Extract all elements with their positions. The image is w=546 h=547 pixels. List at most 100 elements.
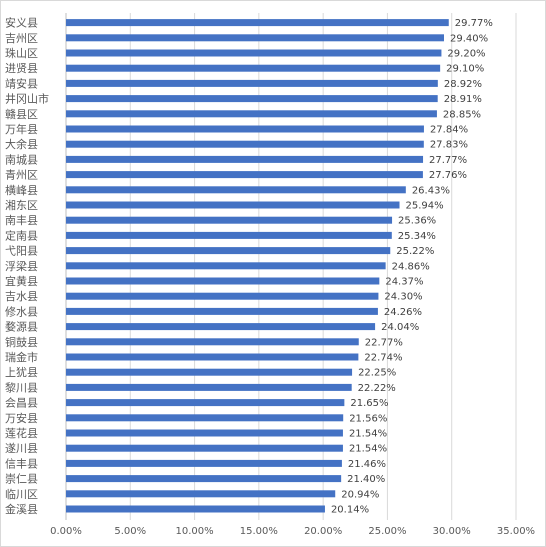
category-label: 遂川县 bbox=[5, 441, 38, 455]
bar bbox=[66, 49, 442, 57]
category-label: 大余县 bbox=[5, 137, 38, 151]
category-label: 赣县区 bbox=[5, 107, 38, 121]
bar bbox=[66, 490, 336, 498]
value-label: 28.92% bbox=[444, 79, 482, 90]
category-label: 吉水县 bbox=[5, 290, 38, 303]
bar bbox=[66, 383, 352, 391]
value-label: 24.04% bbox=[381, 322, 419, 333]
category-label: 修水县 bbox=[5, 304, 38, 318]
value-label: 22.22% bbox=[358, 383, 396, 394]
category-label: 会昌县 bbox=[5, 397, 38, 410]
value-label: 27.83% bbox=[430, 140, 468, 151]
category-label: 浮梁县 bbox=[5, 259, 38, 273]
category-label: 横峰县 bbox=[5, 183, 38, 197]
x-tick-label: 35.00% bbox=[497, 526, 535, 537]
category-label: 南丰县 bbox=[5, 214, 38, 227]
value-label: 22.25% bbox=[358, 368, 396, 379]
value-label: 22.74% bbox=[364, 353, 402, 364]
value-label: 21.56% bbox=[349, 413, 387, 424]
value-label: 24.86% bbox=[392, 261, 430, 272]
category-label: 婺源县 bbox=[5, 320, 38, 334]
value-label: 21.65% bbox=[350, 398, 388, 409]
category-labels: 安义县吉州区珠山区进贤县靖安县井冈山市赣县区万年县大余县南城县青州区横峰县湘东区… bbox=[5, 16, 49, 516]
value-label: 27.84% bbox=[430, 125, 468, 136]
value-label: 24.30% bbox=[384, 292, 422, 303]
value-labels: 29.77% 29.40% 29.20% 29.10% 28.92% 28.91% 28.8… bbox=[331, 18, 493, 515]
value-label: 27.76% bbox=[429, 170, 467, 181]
x-tick-label: 25.00% bbox=[368, 526, 406, 537]
value-label: 20.94% bbox=[341, 489, 379, 500]
bar bbox=[66, 262, 386, 270]
bar bbox=[66, 64, 441, 72]
value-label: 29.20% bbox=[447, 49, 485, 60]
bar bbox=[66, 399, 345, 407]
bar bbox=[66, 292, 379, 300]
bar bbox=[66, 34, 444, 42]
category-label: 黎川县 bbox=[5, 380, 38, 394]
category-label: 上犹县 bbox=[5, 366, 38, 379]
value-label: 25.34% bbox=[398, 231, 436, 242]
bar bbox=[66, 216, 393, 224]
category-label: 安义县 bbox=[5, 16, 38, 30]
bar bbox=[66, 368, 353, 376]
category-label: 湘东区 bbox=[5, 198, 38, 212]
bar bbox=[66, 247, 391, 255]
category-label: 靖安县 bbox=[5, 76, 38, 90]
value-label: 24.26% bbox=[384, 307, 422, 318]
category-label: 弋阳县 bbox=[5, 245, 38, 258]
category-label: 崇仁县 bbox=[5, 473, 38, 486]
category-label: 吉州区 bbox=[5, 32, 38, 45]
category-label: 信丰县 bbox=[5, 457, 38, 470]
category-label: 莲花县 bbox=[5, 427, 38, 440]
value-label: 28.85% bbox=[443, 109, 481, 120]
category-label: 宜黄县 bbox=[5, 274, 38, 288]
value-label: 25.22% bbox=[396, 246, 434, 257]
x-tick-label: 10.00% bbox=[176, 526, 214, 537]
x-tick-label: 5.00% bbox=[114, 526, 146, 537]
bars bbox=[66, 19, 449, 513]
bar bbox=[66, 19, 449, 27]
value-label: 24.37% bbox=[385, 277, 423, 288]
value-label: 29.77% bbox=[455, 18, 493, 29]
bar bbox=[66, 110, 437, 118]
bar bbox=[66, 95, 438, 103]
category-label: 井冈山市 bbox=[5, 92, 49, 106]
x-tick-label: 15.00% bbox=[240, 526, 278, 537]
bar bbox=[66, 505, 325, 513]
value-label: 21.54% bbox=[349, 444, 387, 455]
bar bbox=[66, 338, 359, 346]
category-label: 青州区 bbox=[5, 169, 38, 182]
value-label: 21.46% bbox=[348, 459, 386, 470]
value-label: 25.36% bbox=[398, 216, 436, 227]
bar bbox=[66, 125, 424, 133]
x-tick-label: 20.00% bbox=[304, 526, 342, 537]
category-label: 金溪县 bbox=[5, 502, 38, 516]
bar bbox=[66, 155, 424, 163]
category-label: 万年县 bbox=[5, 122, 38, 136]
value-label: 22.77% bbox=[365, 337, 403, 348]
bar bbox=[66, 459, 342, 467]
category-label: 定南县 bbox=[5, 228, 38, 242]
value-label: 27.77% bbox=[429, 155, 467, 166]
bar bbox=[66, 201, 400, 209]
category-label: 铜鼓县 bbox=[5, 335, 38, 349]
value-label: 26.43% bbox=[412, 185, 450, 196]
category-label: 珠山区 bbox=[5, 46, 38, 60]
category-label: 万安县 bbox=[5, 411, 38, 425]
category-label: 进贤县 bbox=[5, 62, 38, 75]
bar bbox=[66, 444, 343, 452]
bar bbox=[66, 323, 376, 331]
bar bbox=[66, 231, 392, 239]
value-label: 29.40% bbox=[450, 33, 488, 44]
value-label: 20.14% bbox=[331, 505, 369, 516]
bar bbox=[66, 79, 438, 87]
bar bbox=[66, 414, 344, 422]
value-label: 25.94% bbox=[406, 201, 444, 212]
value-label: 28.91% bbox=[444, 94, 482, 105]
value-label: 21.54% bbox=[349, 429, 387, 440]
bar bbox=[66, 475, 342, 483]
bar bbox=[66, 353, 359, 361]
category-label: 南城县 bbox=[5, 153, 38, 166]
